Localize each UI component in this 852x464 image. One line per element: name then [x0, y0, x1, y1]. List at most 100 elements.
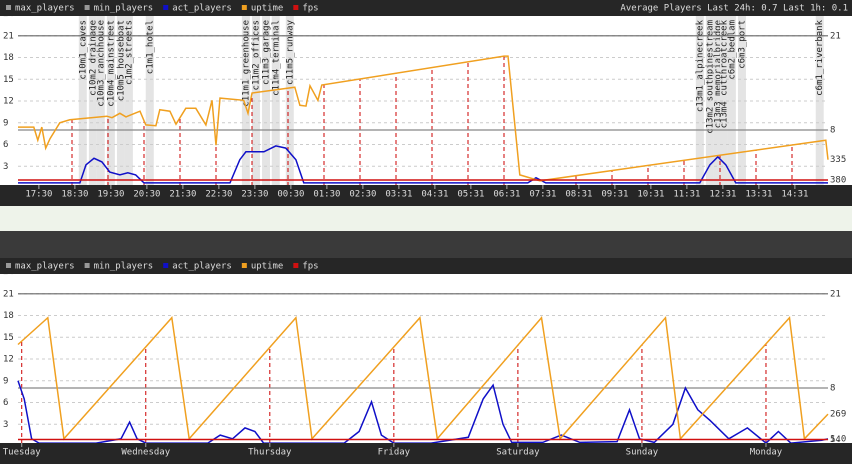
x-tick-label: 00:30: [277, 190, 304, 200]
end-label: 54: [830, 435, 841, 445]
legend-label: fps: [302, 4, 318, 14]
x-tick-label: 01:30: [313, 190, 340, 200]
map-label: c1m1_hotel: [145, 20, 155, 74]
x-tick-label: Wednesday: [121, 448, 170, 458]
x-tick-label: 13:31: [745, 190, 772, 200]
x-tick-label: 18:30: [61, 190, 88, 200]
map-band: [251, 16, 260, 186]
y-tick-label: 15: [3, 75, 14, 85]
end-label: 380: [830, 176, 846, 186]
header-bar: [0, 258, 852, 274]
legend-label: uptime: [251, 4, 284, 14]
end-label: 335: [830, 155, 846, 165]
map-band: [713, 16, 722, 186]
map-label: c11m2_offices: [251, 20, 261, 90]
map-label: c10m4_mainstreet: [106, 20, 116, 107]
legend-swatch: [84, 5, 90, 10]
end-label: 8: [830, 126, 835, 136]
legend-label: max_players: [15, 262, 75, 272]
map-label: c11m3_garage: [262, 20, 272, 85]
map-label: c10m5_houseboat: [116, 20, 126, 101]
x-tick-label: 02:30: [349, 190, 376, 200]
map-label: c13m2_southpinestream: [705, 20, 715, 134]
x-tick-label: 08:31: [565, 190, 592, 200]
legend-swatch: [241, 263, 247, 268]
x-tick-label: 11:31: [673, 190, 700, 200]
end-label: 269: [830, 410, 846, 420]
map-label: c11m5_runway: [285, 19, 295, 85]
x-tick-label: 06:31: [493, 190, 520, 200]
end-label: 8: [830, 384, 835, 394]
x-tick-label: 21:30: [169, 190, 196, 200]
map-label: c13m3_memorialbridge: [713, 20, 723, 128]
y-tick-label: 6: [3, 140, 8, 150]
legend-label: act_players: [172, 262, 232, 272]
x-tick-label: 04:31: [421, 190, 448, 200]
legend-swatch: [293, 5, 299, 10]
y-tick-label: 21: [3, 31, 14, 41]
x-tick-label: Sunday: [626, 448, 659, 458]
y-tick-label: 3: [3, 162, 8, 172]
x-tick-label: 05:31: [457, 190, 484, 200]
legend-label: fps: [302, 262, 318, 272]
x-tick-label: 19:30: [97, 190, 124, 200]
map-label: c10m2_drainage: [88, 20, 98, 96]
spacer-bar: [0, 231, 852, 258]
x-tick-label: Friday: [378, 448, 411, 458]
y-tick-label: 15: [3, 333, 14, 343]
legend-label: act_players: [172, 4, 232, 14]
legend-swatch: [163, 5, 169, 10]
series-line: [18, 145, 828, 184]
legend-swatch: [241, 5, 247, 10]
x-tick-label: Tuesday: [3, 448, 42, 458]
x-tick-label: Monday: [750, 448, 783, 458]
x-tick-label: Saturday: [496, 448, 540, 458]
x-axis-bar: [0, 443, 852, 464]
y-tick-label: 18: [3, 53, 14, 63]
map-band: [241, 16, 250, 186]
end-label: 1.0: [830, 434, 846, 444]
x-tick-label: 20:30: [133, 190, 160, 200]
map-label: c10m3_ranchhouse: [96, 20, 106, 107]
map-label: c1m2_streets: [124, 20, 134, 85]
header-bar: [0, 0, 852, 16]
legend-swatch: [163, 263, 169, 268]
legend-label: min_players: [94, 4, 154, 14]
map-band: [695, 16, 704, 186]
x-tick-label: 22:30: [205, 190, 232, 200]
y-tick-label: 9: [3, 118, 8, 128]
map-label: c6m3_port: [737, 20, 747, 69]
map-band: [78, 16, 87, 186]
legend-label: min_players: [94, 262, 154, 272]
x-tick-label: 09:31: [601, 190, 628, 200]
end-label: 21: [830, 31, 841, 41]
y-tick-label: 21: [3, 289, 14, 299]
map-band: [727, 16, 736, 186]
header-stats: Average Players Last 24h: 0.7 Last 1h: 0…: [620, 4, 848, 14]
map-band: [737, 16, 746, 186]
legend-swatch: [6, 263, 11, 268]
map-band: [271, 16, 280, 186]
map-label: c6m1_riverbank: [815, 19, 825, 95]
y-tick-label: 12: [3, 97, 14, 107]
legend-swatch: [293, 263, 299, 268]
x-tick-label: 10:31: [637, 190, 664, 200]
y-tick-label: 6: [3, 398, 8, 408]
x-tick-label: 23:30: [241, 190, 268, 200]
x-tick-label: 17:30: [25, 190, 52, 200]
y-tick-label: 3: [3, 420, 8, 430]
map-label: c11m1_greenhouse: [241, 20, 251, 107]
legend-label: max_players: [15, 4, 75, 14]
map-band: [145, 16, 154, 186]
end-label: 21: [830, 289, 841, 299]
legend-label: uptime: [251, 262, 284, 272]
y-tick-label: 18: [3, 311, 14, 321]
legend-swatch: [6, 5, 11, 10]
map-band: [96, 16, 105, 186]
map-label: c10m1_caves: [78, 20, 88, 80]
map-label: c6m2_bedlam: [727, 20, 737, 80]
x-axis-bar: [0, 185, 852, 206]
map-label: c13m1_alpinecreek: [695, 19, 705, 112]
x-tick-label: 14:31: [781, 190, 808, 200]
